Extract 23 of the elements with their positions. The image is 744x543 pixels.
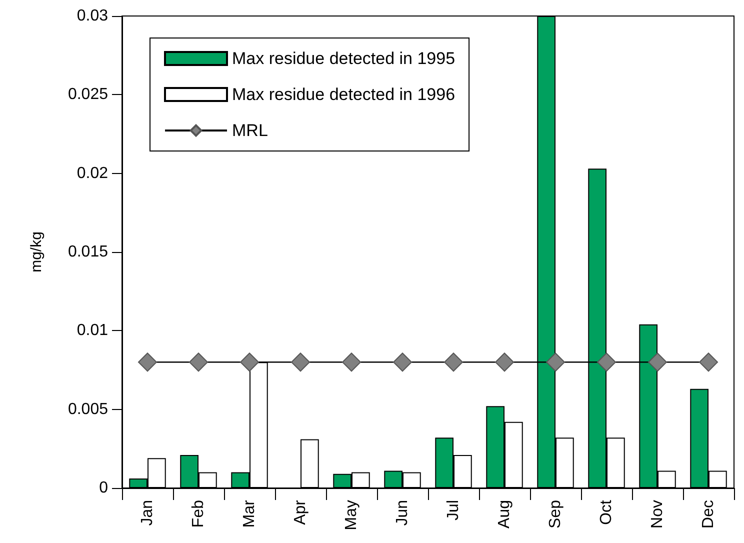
y-tick-label: 0.005 [68,400,108,418]
x-tick-label: Nov [649,500,666,528]
legend-label: MRL [232,121,268,140]
y-tick-label: 0.01 [76,322,108,340]
x-tick-label: Jan [139,500,156,526]
legend-label: Max residue detected in 1995 [232,49,456,68]
x-tick-label: Apr [292,499,309,525]
x-tick-label: May [343,500,360,530]
y-tick-label: 0.015 [68,244,108,260]
x-tick-label: Feb [190,500,207,528]
x-tick-label: Jun [394,500,411,526]
y-tick-label: 0.025 [68,86,108,104]
y-tick-label: 0.02 [76,164,108,182]
x-tick-label: Dec [700,500,717,528]
y-axis-title: mg/kg [28,232,45,272]
y-tick-label: 0 [99,480,108,496]
y-tick-label: 0.03 [76,8,108,24]
x-tick-label: Jul [445,500,462,520]
x-tick-label: Oct [598,499,615,525]
legend-label: Max residue detected in 1996 [232,85,456,104]
x-tick-label: Aug [496,500,513,528]
x-tick-label: Sep [547,500,564,528]
x-tick-label: Mar [241,499,258,528]
